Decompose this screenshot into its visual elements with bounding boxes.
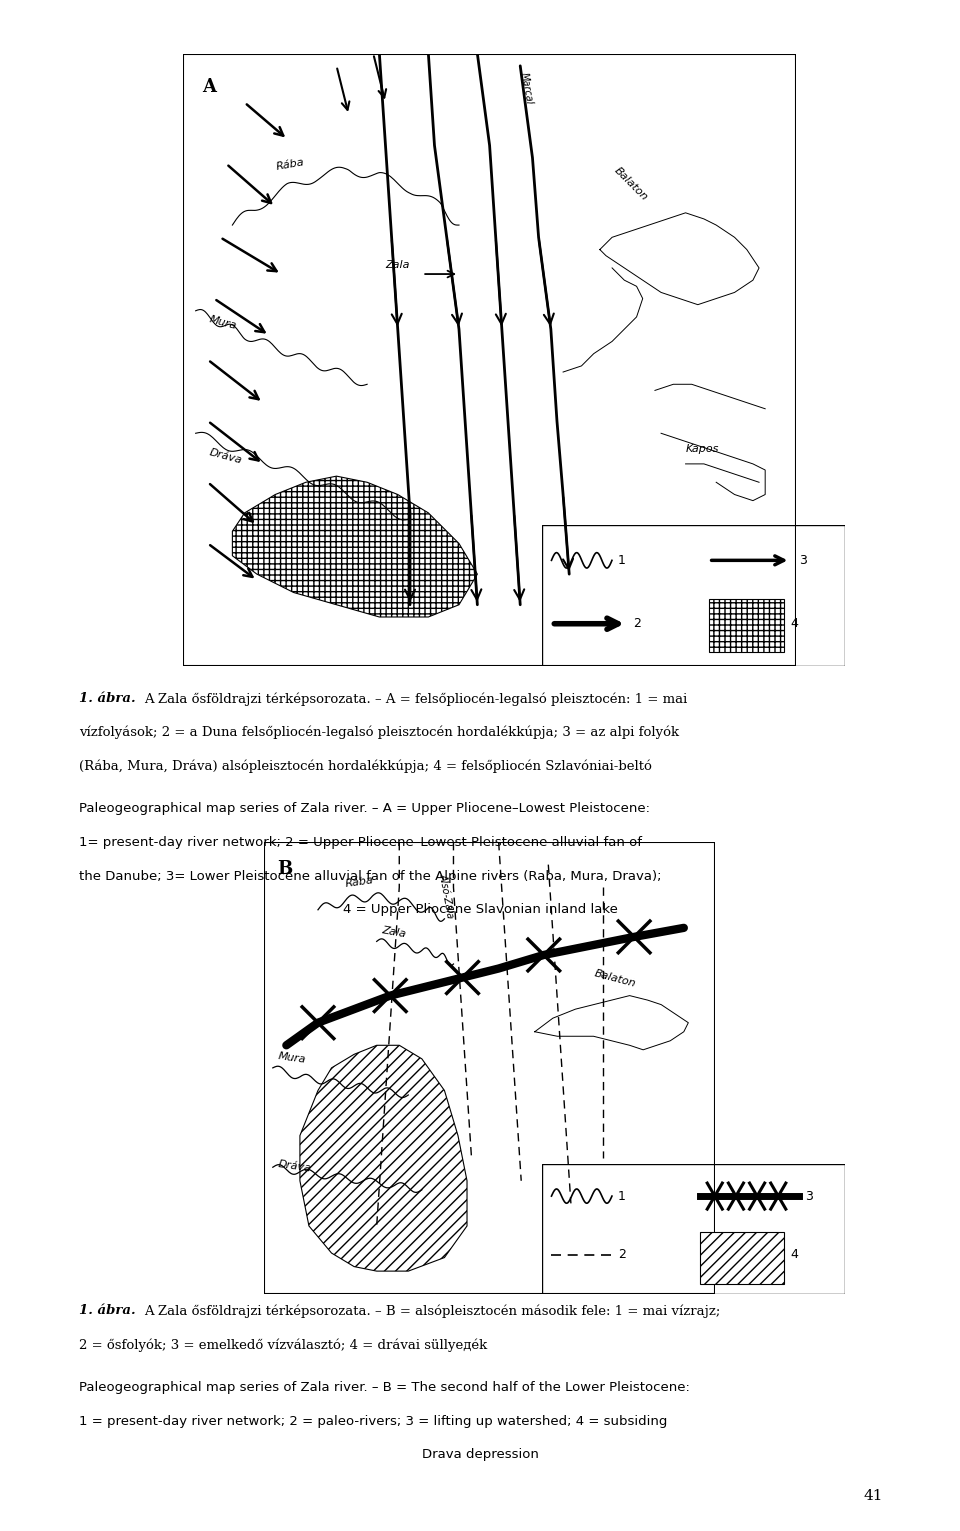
Text: 41: 41 [864, 1490, 883, 1503]
Polygon shape [232, 476, 477, 617]
Text: Zala: Zala [381, 925, 407, 939]
Text: A Zala ősföldrajzi térképsorozata. – A = felsőpliocén-legalsó pleisztocén: 1 = m: A Zala ősföldrajzi térképsorozata. – A =… [144, 692, 687, 706]
Text: Kapos: Kapos [685, 444, 719, 453]
Text: 3: 3 [800, 554, 807, 566]
Text: 3: 3 [805, 1190, 813, 1202]
Text: 1 = present-day river network; 2 = paleo-rivers; 3 = lifting up watershed; 4 = s: 1 = present-day river network; 2 = paleo… [79, 1415, 667, 1427]
Text: Mura: Mura [277, 1052, 306, 1066]
Text: B: B [277, 860, 293, 879]
Text: Paleogeographical map series of Zala river. – B = The second half of the Lower P: Paleogeographical map series of Zala riv… [79, 1381, 689, 1393]
Text: 4 = Upper Pliocene Slavonian inland lake: 4 = Upper Pliocene Slavonian inland lake [343, 903, 617, 916]
Text: Rába: Rába [345, 876, 374, 890]
Text: Balaton: Balaton [593, 968, 637, 989]
Text: 1. ábra.: 1. ábra. [79, 692, 135, 704]
Bar [700, 1232, 784, 1285]
Text: 1= present-day river network; 2 = Upper Pliocene–Lowest Pleistocene alluvial fan: 1= present-day river network; 2 = Upper … [79, 836, 641, 848]
Text: 4: 4 [790, 1248, 799, 1262]
Bar [708, 599, 784, 652]
Text: 2: 2 [634, 617, 641, 631]
Text: Marcal: Marcal [518, 72, 534, 106]
Text: A: A [202, 78, 216, 96]
Text: Dráva: Dráva [277, 1159, 312, 1174]
Text: 1: 1 [618, 1190, 626, 1202]
Text: Dráva: Dráva [208, 447, 243, 465]
Text: A Zala ősföldrajzi térképsorozata. – B = alsópleisztocén második fele: 1 = mai v: A Zala ősföldrajzi térképsorozata. – B =… [144, 1304, 720, 1318]
Polygon shape [300, 1046, 467, 1271]
Text: Zala: Zala [386, 260, 410, 269]
Text: 1. ábra.: 1. ábra. [79, 1304, 135, 1317]
Text: 1: 1 [618, 554, 626, 566]
Text: Alsó-Zala: Alsó-Zala [438, 873, 456, 920]
Text: 2 = ősfolyók; 3 = emelkedő vízválasztó; 4 = drávai süllyедék: 2 = ősfolyók; 3 = emelkedő vízválasztó; … [79, 1338, 487, 1352]
Text: Paleogeographical map series of Zala river. – A = Upper Pliocene–Lowest Pleistoc: Paleogeographical map series of Zala riv… [79, 802, 650, 814]
Text: vízfolyások; 2 = a Duna felsőpliocén-legalsó pleisztocén hordalékkúpja; 3 = az a: vízfolyások; 2 = a Duna felsőpliocén-leg… [79, 726, 679, 739]
Text: 4: 4 [790, 617, 799, 631]
Text: Mura: Mura [208, 314, 238, 331]
Text: 2: 2 [618, 1248, 626, 1262]
Text: Drava depression: Drava depression [421, 1448, 539, 1461]
Text: the Danube; 3= Lower Pleistocene alluvial fan of the Alpine rivers (Raba, Mura, : the Danube; 3= Lower Pleistocene alluvia… [79, 870, 661, 882]
Text: (Rába, Mura, Dráva) alsópleisztocén hordalékkúpja; 4 = felsőpliocén Szlavóniai-b: (Rába, Mura, Dráva) alsópleisztocén hord… [79, 759, 652, 773]
Text: Balaton: Balaton [612, 165, 649, 202]
Text: Rába: Rába [276, 158, 305, 171]
